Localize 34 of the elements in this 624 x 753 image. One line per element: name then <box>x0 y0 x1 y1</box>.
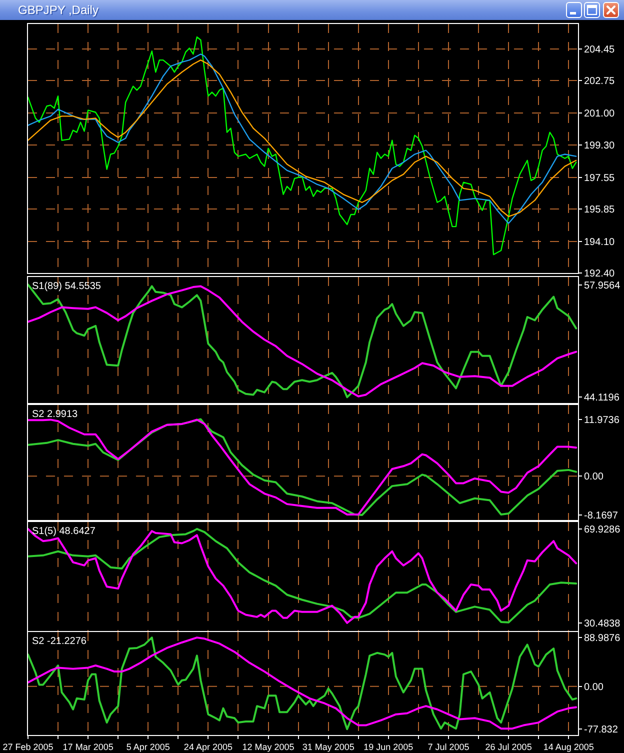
y-tick-label: 194.10 <box>584 236 616 248</box>
chart-title: S2 -21.2276 <box>32 636 87 647</box>
x-tick-label: 19 Jun 2005 <box>364 742 414 752</box>
chart-title: S2 2.9913 <box>32 409 78 420</box>
y-tick-label: 44.1196 <box>584 392 620 404</box>
x-tick-label: 12 May 2005 <box>242 742 294 752</box>
x-tick-label: 17 Mar 2005 <box>62 742 114 752</box>
y-tick-label: 201.00 <box>584 108 616 120</box>
y-tick-label: 0.00 <box>584 472 604 483</box>
chart-title: S1(89) 54.5535 <box>32 281 102 292</box>
y-tick-label: 197.55 <box>584 172 616 184</box>
y-tick-label: -8.1697 <box>584 510 618 522</box>
chart-title: GBPJPY ,Daily <box>18 3 98 17</box>
x-tick-label: 7 Jul 2005 <box>428 742 470 752</box>
y-tick-label: 11.9736 <box>584 414 620 426</box>
x-tick-label: 5 Apr 2005 <box>126 742 170 752</box>
y-tick-label: 202.75 <box>584 76 616 88</box>
y-tick-label: -77.832 <box>584 724 618 736</box>
y-tick-label: 199.30 <box>584 140 616 152</box>
y-tick-label: 30.4838 <box>584 618 621 630</box>
x-tick-label: 24 Apr 2005 <box>184 742 232 752</box>
x-tick-label: 31 May 2005 <box>302 742 354 752</box>
x-tick-label: 26 Jul 2005 <box>485 742 532 752</box>
y-tick-label: 0.00 <box>584 682 604 693</box>
y-tick-label: 195.85 <box>584 204 616 216</box>
y-tick-label: 192.40 <box>584 268 616 280</box>
y-tick-label: 88.9876 <box>584 633 621 644</box>
y-tick-label: 57.9564 <box>584 280 621 292</box>
x-tick-label: 14 Aug 2005 <box>543 742 594 752</box>
line-series <box>28 36 577 256</box>
y-tick-label: 204.45 <box>584 44 616 56</box>
x-tick-label: 27 Feb 2005 <box>2 742 54 752</box>
chart-title: S1(5) 48.6427 <box>32 526 96 537</box>
y-tick-label: 69.9286 <box>584 524 621 536</box>
